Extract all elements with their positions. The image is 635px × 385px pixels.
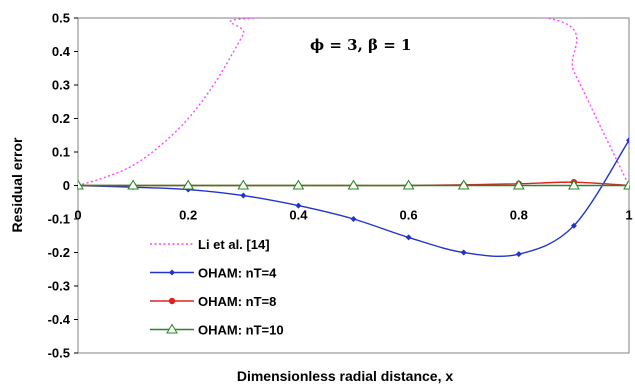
- y-tick-label: 0: [63, 178, 70, 193]
- y-tick-label: -0.4: [48, 312, 71, 327]
- legend-label: OHAM: nT=10: [198, 323, 284, 338]
- data-point: [295, 202, 302, 209]
- data-point: [623, 179, 629, 190]
- legend-label: OHAM: nT=4: [198, 266, 277, 281]
- data-point: [292, 179, 305, 190]
- data-point: [237, 179, 250, 190]
- y-tick-label: 0.2: [52, 111, 70, 126]
- data-point: [515, 251, 522, 258]
- x-tick-label: 0.8: [510, 208, 528, 223]
- x-tick-label: 1: [625, 208, 632, 223]
- series-line-oham-nt4: [78, 139, 629, 258]
- x-axis-label: Dimensionless radial distance, x: [237, 368, 454, 384]
- legend-label: Li et al. [14]: [198, 237, 270, 252]
- y-tick-label: 0.1: [52, 145, 70, 160]
- y-tick-label: -0.5: [48, 346, 70, 361]
- legend-item-oham-nt10: OHAM: nT=10: [150, 323, 284, 338]
- data-point: [78, 179, 84, 190]
- y-tick-label: -0.3: [48, 279, 70, 294]
- y-tick-label: 0.3: [52, 78, 70, 93]
- x-tick-label: 0: [74, 208, 81, 223]
- legend: Li et al. [14] OHAM: nT=4 OHAM: nT=8 OHAM: …: [150, 237, 284, 338]
- y-tick-label: 0.5: [52, 11, 70, 26]
- y-axis-label: Residual error: [9, 137, 25, 232]
- data-point: [350, 216, 357, 222]
- data-point: [457, 179, 470, 190]
- data-point: [402, 179, 415, 190]
- x-tick-label: 0.2: [179, 208, 197, 223]
- legend-item-oham-nt8: OHAM: nT=8: [150, 294, 276, 309]
- series-li-et-al: [78, 18, 629, 187]
- legend-marker: [168, 297, 176, 305]
- y-tick-label: 0.4: [52, 44, 71, 59]
- legend-label: OHAM: nT=8: [198, 294, 276, 309]
- data-point: [512, 179, 525, 190]
- x-tick-label: 0.6: [400, 208, 418, 223]
- data-point: [127, 179, 139, 190]
- data-point: [568, 179, 580, 190]
- legend-marker: [166, 323, 178, 334]
- data-point: [182, 179, 195, 190]
- series-layer: [78, 18, 629, 258]
- legend-marker: [169, 269, 175, 276]
- x-tick-label: 0.4: [289, 208, 308, 223]
- chart-annotation: ϕ = 3, β = 1: [310, 36, 411, 54]
- data-point: [240, 192, 247, 199]
- y-tick-label: -0.2: [48, 245, 70, 260]
- data-point: [405, 234, 412, 241]
- series-oham-nt10: [78, 179, 629, 190]
- data-point: [347, 179, 360, 190]
- legend-item-li-et-al: Li et al. [14]: [150, 237, 270, 252]
- data-point: [460, 249, 467, 256]
- data-point: [626, 137, 629, 144]
- series-line-li-et-al: [78, 18, 629, 187]
- legend-item-oham-nt4: OHAM: nT=4: [150, 266, 277, 281]
- y-tick-label: -0.1: [48, 212, 70, 227]
- y-axis-ticks: 0.5 0.4 0.3 0.2 0.1 0 -0.1 -0.2 -0.3 -0.4 -0.5: [48, 11, 78, 361]
- data-point: [570, 222, 577, 229]
